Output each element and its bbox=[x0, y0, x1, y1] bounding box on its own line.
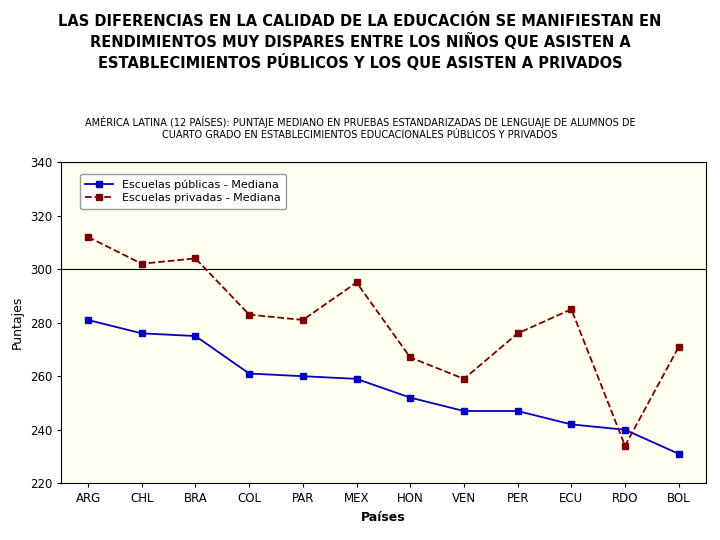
Escuelas públicas - Mediana bbox=[299, 373, 307, 380]
Escuelas públicas - Mediana bbox=[138, 330, 146, 336]
Line: Escuelas privadas - Mediana: Escuelas privadas - Mediana bbox=[85, 234, 682, 449]
Escuelas públicas - Mediana bbox=[406, 394, 415, 401]
Escuelas públicas - Mediana bbox=[245, 370, 253, 377]
Escuelas públicas - Mediana bbox=[352, 376, 361, 382]
Escuelas privadas - Mediana bbox=[138, 260, 146, 267]
Escuelas públicas - Mediana bbox=[675, 450, 683, 457]
Escuelas públicas - Mediana bbox=[621, 427, 629, 433]
Text: LAS DIFERENCIAS EN LA CALIDAD DE LA EDUCACIÓN SE MANIFIESTAN EN
RENDIMIENTOS MUY: LAS DIFERENCIAS EN LA CALIDAD DE LA EDUC… bbox=[58, 14, 662, 71]
Escuelas privadas - Mediana bbox=[245, 312, 253, 318]
Line: Escuelas públicas - Mediana: Escuelas públicas - Mediana bbox=[85, 317, 682, 457]
Escuelas privadas - Mediana bbox=[567, 306, 576, 313]
Text: AMÉRICA LATINA (12 PAÍSES): PUNTAJE MEDIANO EN PRUEBAS ESTANDARIZADAS DE LENGUAJ: AMÉRICA LATINA (12 PAÍSES): PUNTAJE MEDI… bbox=[85, 116, 635, 140]
Escuelas públicas - Mediana bbox=[513, 408, 522, 414]
Escuelas públicas - Mediana bbox=[84, 317, 92, 323]
Escuelas privadas - Mediana bbox=[621, 443, 629, 449]
Escuelas públicas - Mediana bbox=[459, 408, 468, 414]
Escuelas privadas - Mediana bbox=[299, 317, 307, 323]
X-axis label: Países: Países bbox=[361, 511, 405, 524]
Escuelas privadas - Mediana bbox=[352, 279, 361, 286]
Legend: Escuelas públicas - Mediana, Escuelas privadas - Mediana: Escuelas públicas - Mediana, Escuelas pr… bbox=[80, 174, 286, 209]
Escuelas públicas - Mediana bbox=[191, 333, 199, 339]
Escuelas privadas - Mediana bbox=[675, 343, 683, 350]
Escuelas privadas - Mediana bbox=[191, 255, 199, 261]
Escuelas privadas - Mediana bbox=[406, 354, 415, 361]
Escuelas privadas - Mediana bbox=[459, 376, 468, 382]
Escuelas privadas - Mediana bbox=[84, 234, 92, 240]
Escuelas privadas - Mediana bbox=[513, 330, 522, 336]
Y-axis label: Puntajes: Puntajes bbox=[12, 296, 24, 349]
Escuelas públicas - Mediana bbox=[567, 421, 576, 428]
